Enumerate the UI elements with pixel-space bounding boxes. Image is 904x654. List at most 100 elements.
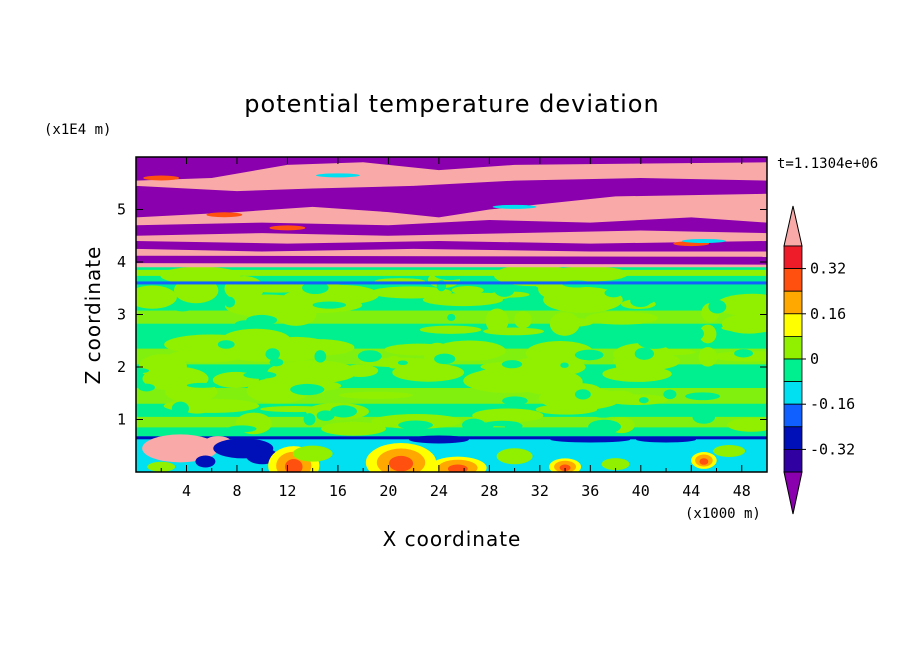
colorbar-triangle-bottom bbox=[783, 471, 803, 515]
field-patch bbox=[492, 204, 537, 209]
x-tick-label: 48 bbox=[733, 482, 751, 500]
x-tick-label: 8 bbox=[232, 482, 241, 500]
colorbar-box bbox=[783, 358, 803, 383]
colorbar-label: 0.16 bbox=[810, 305, 846, 323]
x-tick-label: 40 bbox=[632, 482, 650, 500]
field-patch bbox=[560, 362, 569, 368]
y-tick-label: 3 bbox=[117, 306, 126, 324]
field-patch bbox=[663, 389, 677, 400]
field-band bbox=[136, 178, 767, 218]
field-band bbox=[136, 281, 767, 285]
colorbar: 0.32 0.16 0 -0.16 -0.32 bbox=[783, 205, 855, 515]
field-patch bbox=[636, 436, 697, 443]
field-patch bbox=[342, 364, 379, 378]
field-patch bbox=[434, 353, 456, 365]
field-patch bbox=[398, 420, 433, 430]
field-patch bbox=[602, 366, 672, 382]
field-patch bbox=[637, 335, 672, 349]
field-patch bbox=[502, 396, 528, 406]
field-patch bbox=[743, 275, 767, 280]
x-axis-label: X coordinate bbox=[383, 527, 522, 551]
field-patch bbox=[422, 293, 503, 307]
field-patch bbox=[574, 349, 604, 361]
y-tick-label: 1 bbox=[117, 411, 126, 429]
field-patch bbox=[330, 405, 358, 418]
field-patch bbox=[451, 286, 484, 295]
field-patch bbox=[392, 363, 465, 382]
field-patch bbox=[143, 175, 180, 181]
field-patch bbox=[263, 367, 318, 384]
field-patch bbox=[217, 340, 235, 349]
colorbar-box bbox=[783, 290, 803, 315]
y-tick-label: 4 bbox=[117, 253, 126, 271]
field-patch bbox=[476, 422, 494, 430]
colorbar-label: 0 bbox=[810, 350, 819, 368]
field-patch bbox=[269, 225, 306, 231]
field-patch bbox=[501, 360, 523, 369]
field-patch bbox=[147, 461, 176, 472]
field-band bbox=[136, 241, 767, 252]
field-patch bbox=[588, 419, 622, 434]
field-patch bbox=[136, 285, 177, 309]
field-patch bbox=[172, 303, 193, 312]
field-contours bbox=[136, 157, 767, 472]
field-patch bbox=[292, 445, 333, 462]
colorbar-box bbox=[783, 403, 803, 428]
field-patch bbox=[685, 392, 721, 401]
field-patch bbox=[224, 296, 236, 308]
field-patch bbox=[463, 368, 554, 394]
colorbar-box bbox=[783, 381, 803, 405]
colorbar-box bbox=[783, 426, 803, 450]
field-patch bbox=[142, 434, 219, 463]
field-patch bbox=[243, 371, 277, 379]
field-patch bbox=[638, 397, 649, 404]
x-tick-label: 44 bbox=[682, 482, 700, 500]
field-band bbox=[136, 416, 767, 428]
x-tick-label: 16 bbox=[329, 482, 347, 500]
field-patch bbox=[689, 327, 704, 340]
x-tick-label: 12 bbox=[278, 482, 296, 500]
field-patch bbox=[699, 458, 709, 465]
colorbar-label: -0.16 bbox=[810, 395, 855, 413]
field-patch bbox=[483, 327, 545, 336]
colorbar-label: -0.32 bbox=[810, 440, 855, 458]
y-axis-unit: (x1E4 m) bbox=[44, 122, 111, 138]
x-tick-label: 4 bbox=[182, 482, 191, 500]
field-band bbox=[136, 157, 767, 181]
field-patch bbox=[234, 320, 256, 330]
field-patch bbox=[604, 288, 623, 298]
field-patch bbox=[301, 281, 329, 295]
field-patch bbox=[601, 458, 630, 471]
y-axis: 1 2 3 4 5 bbox=[117, 201, 767, 429]
field-patch bbox=[186, 382, 219, 388]
field-patch bbox=[559, 464, 571, 472]
field-patch bbox=[312, 301, 347, 309]
field-patch bbox=[136, 368, 150, 374]
field-patch bbox=[504, 422, 523, 430]
field-patch bbox=[316, 410, 335, 421]
field-patch bbox=[728, 404, 755, 417]
field-band bbox=[136, 255, 767, 265]
field-patch bbox=[388, 455, 414, 472]
field-band bbox=[136, 217, 767, 236]
x-tick-label: 28 bbox=[480, 482, 498, 500]
x-tick-label: 20 bbox=[379, 482, 397, 500]
field-patch bbox=[622, 404, 647, 414]
field-patch bbox=[681, 239, 726, 243]
field-patch bbox=[634, 347, 654, 360]
field-patch bbox=[357, 350, 382, 363]
field-patch bbox=[708, 299, 727, 314]
field-patch bbox=[574, 389, 591, 400]
field-patch bbox=[265, 348, 280, 361]
field-patch bbox=[303, 413, 316, 426]
field-patch bbox=[284, 459, 303, 472]
colorbar-box bbox=[783, 313, 803, 337]
field-patch bbox=[590, 411, 616, 418]
y-tick-label: 5 bbox=[117, 201, 126, 219]
field-patch bbox=[408, 435, 469, 444]
field-patch bbox=[692, 410, 716, 424]
x-tick-label: 24 bbox=[430, 482, 448, 500]
x-tick-label: 36 bbox=[581, 482, 599, 500]
field-patch bbox=[195, 455, 216, 468]
colorbar-box bbox=[783, 335, 803, 360]
